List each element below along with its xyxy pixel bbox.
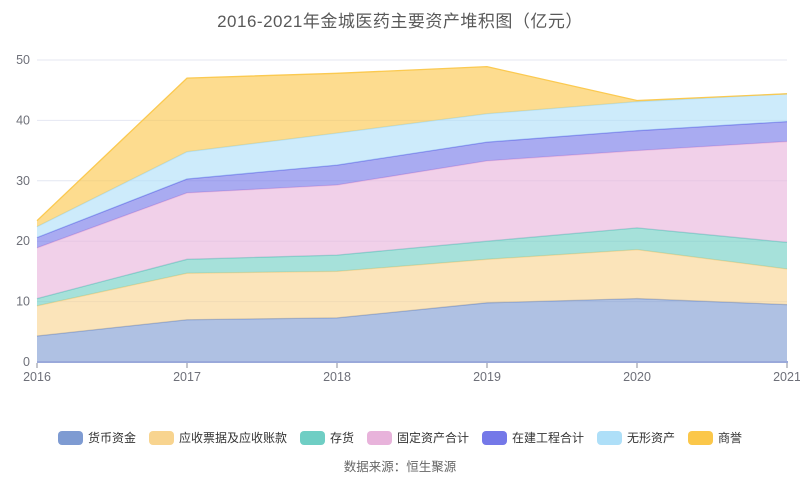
legend-swatch-icon [299,430,325,445]
legend-item-2[interactable]: 存货 [299,429,354,446]
legend-label: 固定资产合计 [396,431,469,445]
y-axis-label: 10 [16,295,30,309]
legend-swatch-icon [57,430,83,445]
legend-item-0[interactable]: 货币资金 [57,429,136,446]
legend-label: 无形资产 [627,431,676,445]
legend-swatch-icon [597,430,623,445]
legend-item-4[interactable]: 在建工程合计 [482,429,584,446]
area-series-6[interactable] [37,66,787,227]
y-axis-label: 30 [16,174,30,188]
legend-swatch-icon [366,430,392,445]
x-axis-label: 2020 [623,370,651,384]
legend-label: 货币资金 [87,431,136,445]
legend-label: 存货 [329,431,354,445]
legend-swatch-icon [482,430,507,445]
x-axis-label: 2018 [323,370,351,384]
y-axis-label: 0 [23,355,30,369]
legend-item-6[interactable]: 商誉 [688,429,742,446]
legend-item-1[interactable]: 应收票据及应收账款 [148,429,287,446]
x-axis-label: 2016 [23,370,51,384]
y-axis-label: 40 [16,113,30,127]
area-series-2[interactable] [37,227,787,306]
stacked-area-chart: 2016 2017 2018 2019 2020 2021 0 10 20 30 40 50 [16,53,800,384]
legend-label: 在建工程合计 [512,431,585,445]
legend-label: 商誉 [718,431,743,445]
data-source-label: 数据来源：恒生聚源 [343,460,457,474]
y-axis-label: 20 [16,234,30,248]
chart-legend: 货币资金 应收票据及应收账款 存货 固定资产合计 在建工程合计 无形资产 商誉 [0,429,800,446]
series-outline-6 [36,65,788,222]
area-series-3[interactable] [37,141,787,299]
legend-item-3[interactable]: 固定资产合计 [366,429,469,446]
x-axis-label: 2021 [773,370,800,384]
area-series-0[interactable] [37,298,787,362]
legend-swatch-icon [148,430,174,445]
x-axis-label: 2017 [173,370,201,384]
area-series-5[interactable] [37,93,787,238]
x-axis-label: 2019 [473,370,501,384]
chart-title: 2016-2021年金城医药主要资产堆积图（亿元） [217,12,583,31]
legend-item-5[interactable]: 无形资产 [597,429,675,446]
legend-swatch-icon [688,430,714,445]
area-series-4[interactable] [37,121,787,248]
area-series-1[interactable] [37,249,787,337]
y-axis-label: 50 [16,53,30,67]
legend-label: 应收票据及应收账款 [178,431,287,445]
